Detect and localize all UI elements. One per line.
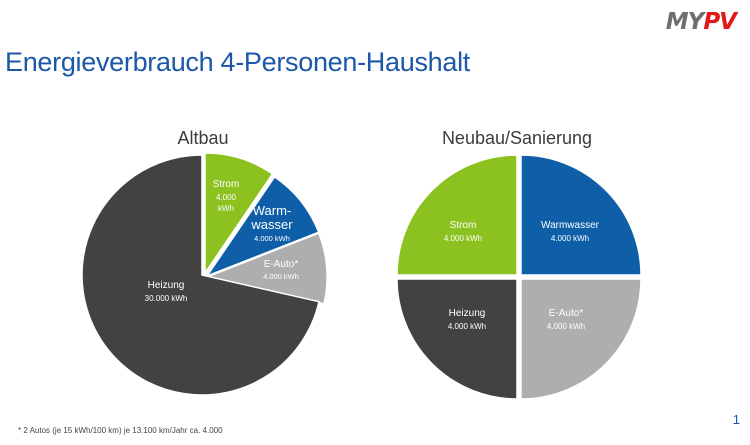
chart-title-altbau: Altbau [177,128,229,148]
footnote: * 2 Autos (je 15 kWh/100 km) je 13.100 k… [18,426,223,435]
slice-label-strom: Strom [213,179,240,190]
slice-label-warmwasser: wasser [250,217,293,232]
slice-value-heizung: 4.000 kWh [448,322,486,331]
slice-strom [396,154,518,276]
slice-warmwasser [205,175,320,278]
pie-altbau: Strom 4.000 kWh Warm-wasser 4.000 kWh E-Auto*… [81,152,328,396]
page-number: 1 [732,412,740,427]
pie-neubau-sanierung: Warmwasser 4.000 kWh E-Auto* 4.000 kWh Heizu… [396,154,642,400]
slice-heizung [396,278,518,400]
slice-label-warmwasser: Warm- [253,203,292,218]
slice-label-e-auto: E-Auto* [264,259,299,270]
slice-value-warmwasser: 4.000 kWh [551,234,589,243]
slice-e-auto [520,278,642,400]
slice-strom [204,152,274,276]
logo-pv: PV [703,9,737,35]
page-title: Energieverbrauch 4-Personen-Haushalt [5,47,470,77]
slice-value-heizung: 30.000 kWh [145,294,188,303]
slice-value-strom: 4.000 [216,193,237,202]
slice-value-warmwasser: 4.000 kWh [254,234,290,243]
mypv-logo: MYPV [665,9,737,35]
logo-my: MY [665,9,705,35]
slice-value-strom: kWh [218,204,234,213]
slice-value-strom: 4.000 kWh [444,234,482,243]
chart-title-neubau: Neubau/Sanierung [441,128,593,148]
slice-value-e-auto: 4.000 kWh [263,272,299,281]
slice-label-warmwasser: Warmwasser [541,220,600,231]
slice-label-e-auto: E-Auto* [549,308,584,319]
slice-heizung [81,154,320,396]
slice-label-heizung: Heizung [148,280,185,291]
slice-value-e-auto: 4.000 kWh [547,322,585,331]
slice-label-strom: Strom [450,220,477,231]
slice-e-auto [204,232,328,305]
slice-warmwasser [520,154,642,276]
slice-label-heizung: Heizung [449,308,486,319]
